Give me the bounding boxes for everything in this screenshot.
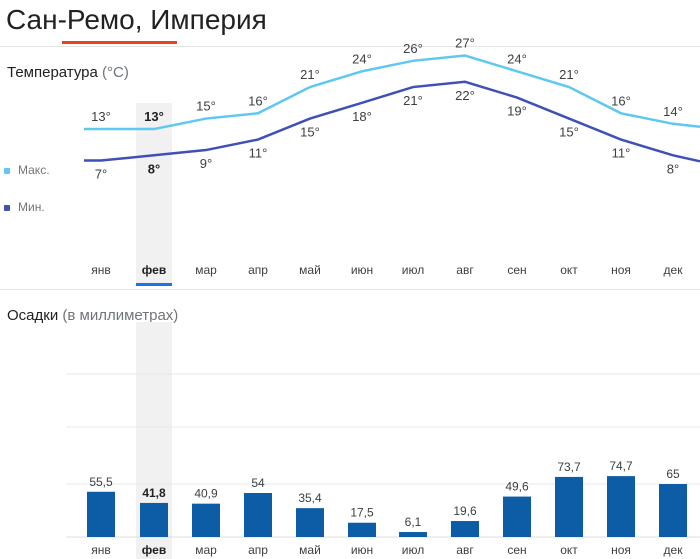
- min-temp-label: 15°: [300, 125, 320, 140]
- max-temp-label: 13°: [91, 109, 111, 124]
- max-temp-label: 21°: [300, 67, 320, 82]
- month-label[interactable]: май: [299, 543, 321, 557]
- month-label[interactable]: июл: [402, 543, 424, 557]
- precipitation-bar: [348, 522, 376, 537]
- precipitation-bar: [140, 502, 168, 537]
- temperature-heading-text: Температура: [7, 64, 98, 81]
- precipitation-bar: [555, 476, 583, 537]
- min-temp-label: 15°: [559, 125, 579, 140]
- precipitation-value-label: 54: [251, 476, 265, 490]
- min-temp-label: 21°: [403, 93, 423, 108]
- month-label[interactable]: авг: [456, 263, 474, 277]
- title-underline: [62, 41, 177, 44]
- precipitation-heading-text: Осадки: [7, 307, 59, 324]
- precipitation-value-label: 55,5: [89, 475, 113, 489]
- min-temp-label: 7°: [95, 167, 107, 182]
- month-label[interactable]: окт: [560, 543, 578, 557]
- max-temp-label: 16°: [248, 93, 268, 108]
- month-label[interactable]: сен: [507, 263, 526, 277]
- max-temp-label: 27°: [455, 36, 475, 51]
- legend-max: Макс.: [4, 163, 50, 177]
- month-label[interactable]: сен: [507, 543, 526, 557]
- month-label[interactable]: июл: [402, 263, 424, 277]
- month-label[interactable]: янв: [91, 263, 111, 277]
- precipitation-bar: [451, 521, 479, 537]
- precipitation-bar: [607, 476, 635, 537]
- precipitation-bar: [244, 492, 272, 537]
- month-label[interactable]: фев: [142, 543, 166, 557]
- precipitation-bar: [503, 496, 531, 537]
- min-temp-label: 18°: [352, 109, 372, 124]
- month-label[interactable]: мар: [195, 263, 217, 277]
- min-temp-label: 8°: [148, 161, 160, 176]
- precipitation-value-label: 40,9: [194, 487, 218, 501]
- month-label[interactable]: дек: [664, 543, 684, 557]
- temperature-chart: 13° 7° янв 13° 8° фев 15° 9° мар 16° 11° апр 21° 15° м…: [84, 36, 700, 277]
- max-temp-label: 24°: [507, 51, 527, 66]
- month-label[interactable]: июн: [351, 543, 373, 557]
- precipitation-bar: [87, 491, 115, 537]
- month-label[interactable]: май: [299, 263, 321, 277]
- min-temp-label: 11°: [249, 146, 268, 161]
- selected-month-indicator[interactable]: [136, 283, 172, 286]
- precipitation-bar: [659, 484, 687, 537]
- precipitation-value-label: 73,7: [557, 460, 581, 474]
- precipitation-value-label: 6,1: [405, 515, 422, 529]
- max-temp-label: 13°: [144, 109, 164, 124]
- max-temp-label: 14°: [663, 104, 683, 119]
- min-temp-label: 11°: [612, 146, 631, 161]
- month-label[interactable]: апр: [248, 543, 268, 557]
- page-title: Сан-Ремо, Империя: [6, 4, 267, 35]
- min-temp-label: 9°: [200, 156, 212, 171]
- legend-min: Мин.: [4, 200, 45, 214]
- precipitation-value-label: 49,6: [505, 480, 529, 494]
- min-temp-label: 8°: [667, 161, 679, 176]
- temperature-heading: Температура (°C): [7, 64, 129, 81]
- legend-max-label: Макс.: [18, 163, 50, 177]
- precipitation-bar: [192, 503, 220, 537]
- precipitation-unit: (в миллиметрах): [62, 307, 179, 324]
- max-temp-label: 21°: [559, 67, 579, 82]
- max-temp-label: 15°: [196, 99, 216, 114]
- min-temp-line: [84, 80, 700, 163]
- precipitation-value-label: 65: [666, 467, 680, 481]
- precipitation-value-label: 19,6: [453, 504, 477, 518]
- min-temp-label: 22°: [455, 88, 475, 103]
- precipitation-chart: 55,5 янв 41,8 фев 40,9 мар 54 апр 35,4 май 17,5 июн…: [66, 373, 700, 557]
- legend-min-swatch: [4, 204, 10, 211]
- max-temp-label: 24°: [352, 51, 372, 66]
- month-label[interactable]: июн: [351, 263, 373, 277]
- precipitation-value-label: 17,5: [350, 506, 374, 520]
- month-label[interactable]: авг: [456, 543, 474, 557]
- month-label[interactable]: ноя: [611, 263, 631, 277]
- min-temp-label: 19°: [507, 104, 527, 119]
- precipitation-bar: [296, 508, 324, 537]
- month-label[interactable]: мар: [195, 543, 217, 557]
- precipitation-value-label: 74,7: [609, 459, 633, 473]
- legend-min-label: Мин.: [18, 200, 45, 214]
- max-temp-line: [84, 54, 700, 131]
- month-label[interactable]: окт: [560, 263, 578, 277]
- precipitation-bar: [399, 532, 427, 537]
- month-label[interactable]: апр: [248, 263, 268, 277]
- month-label[interactable]: ноя: [611, 543, 631, 557]
- precipitation-value-label: 41,8: [142, 486, 166, 500]
- selected-month-highlight-temp: [136, 103, 172, 283]
- month-label[interactable]: дек: [664, 263, 684, 277]
- temperature-divider: [0, 289, 700, 290]
- month-label[interactable]: янв: [91, 543, 111, 557]
- legend-max-swatch: [4, 167, 10, 174]
- precipitation-heading: Осадки (в миллиметрах): [7, 307, 178, 324]
- max-temp-label: 26°: [403, 41, 423, 56]
- month-label[interactable]: фев: [142, 263, 166, 277]
- precipitation-value-label: 35,4: [298, 491, 322, 505]
- title-divider: [0, 46, 700, 47]
- max-temp-label: 16°: [611, 93, 631, 108]
- temperature-unit: (°C): [102, 64, 129, 81]
